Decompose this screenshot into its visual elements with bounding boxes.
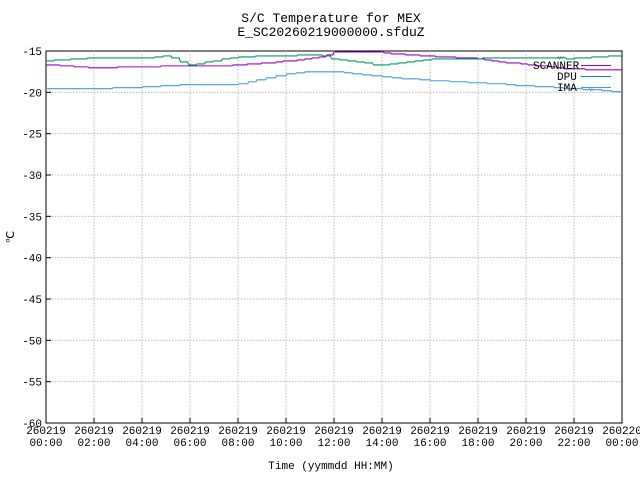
- svg-text:04:00: 04:00: [125, 438, 158, 450]
- svg-text:-15: -15: [22, 47, 42, 59]
- svg-text:Time (yymmdd HH:MM): Time (yymmdd HH:MM): [268, 461, 393, 473]
- svg-text:22:00: 22:00: [557, 438, 590, 450]
- svg-text:S/C Temperature for MEX: S/C Temperature for MEX: [241, 11, 421, 26]
- svg-text:-30: -30: [22, 171, 42, 183]
- svg-text:-35: -35: [22, 212, 42, 224]
- svg-text:14:00: 14:00: [365, 438, 398, 450]
- svg-text:260219: 260219: [458, 426, 498, 438]
- svg-text:260219: 260219: [218, 426, 258, 438]
- svg-text:260219: 260219: [266, 426, 306, 438]
- svg-text:20:00: 20:00: [509, 438, 542, 450]
- svg-text:00:00: 00:00: [605, 438, 638, 450]
- svg-text:260219: 260219: [122, 426, 162, 438]
- svg-text:18:00: 18:00: [461, 438, 494, 450]
- svg-text:260219: 260219: [26, 426, 66, 438]
- svg-text:℃: ℃: [6, 231, 18, 243]
- svg-text:260219: 260219: [554, 426, 594, 438]
- svg-text:E_SC20260219000000.sfduZ: E_SC20260219000000.sfduZ: [237, 25, 424, 40]
- svg-text:00:00: 00:00: [29, 438, 62, 450]
- svg-text:260219: 260219: [410, 426, 450, 438]
- svg-text:08:00: 08:00: [221, 438, 254, 450]
- svg-text:260220: 260220: [602, 426, 640, 438]
- svg-text:-25: -25: [22, 130, 42, 142]
- svg-text:260219: 260219: [170, 426, 210, 438]
- svg-text:260219: 260219: [74, 426, 114, 438]
- svg-text:16:00: 16:00: [413, 438, 446, 450]
- svg-text:-50: -50: [22, 336, 42, 348]
- svg-text:12:00: 12:00: [317, 438, 350, 450]
- svg-text:06:00: 06:00: [173, 438, 206, 450]
- svg-text:260219: 260219: [362, 426, 402, 438]
- svg-text:10:00: 10:00: [269, 438, 302, 450]
- svg-text:-40: -40: [22, 254, 42, 266]
- svg-text:IMA: IMA: [557, 83, 577, 95]
- svg-text:260219: 260219: [506, 426, 546, 438]
- svg-text:-55: -55: [22, 378, 42, 390]
- svg-text:02:00: 02:00: [77, 438, 110, 450]
- svg-text:-45: -45: [22, 295, 42, 307]
- svg-text:-20: -20: [22, 88, 42, 100]
- svg-text:260219: 260219: [314, 426, 354, 438]
